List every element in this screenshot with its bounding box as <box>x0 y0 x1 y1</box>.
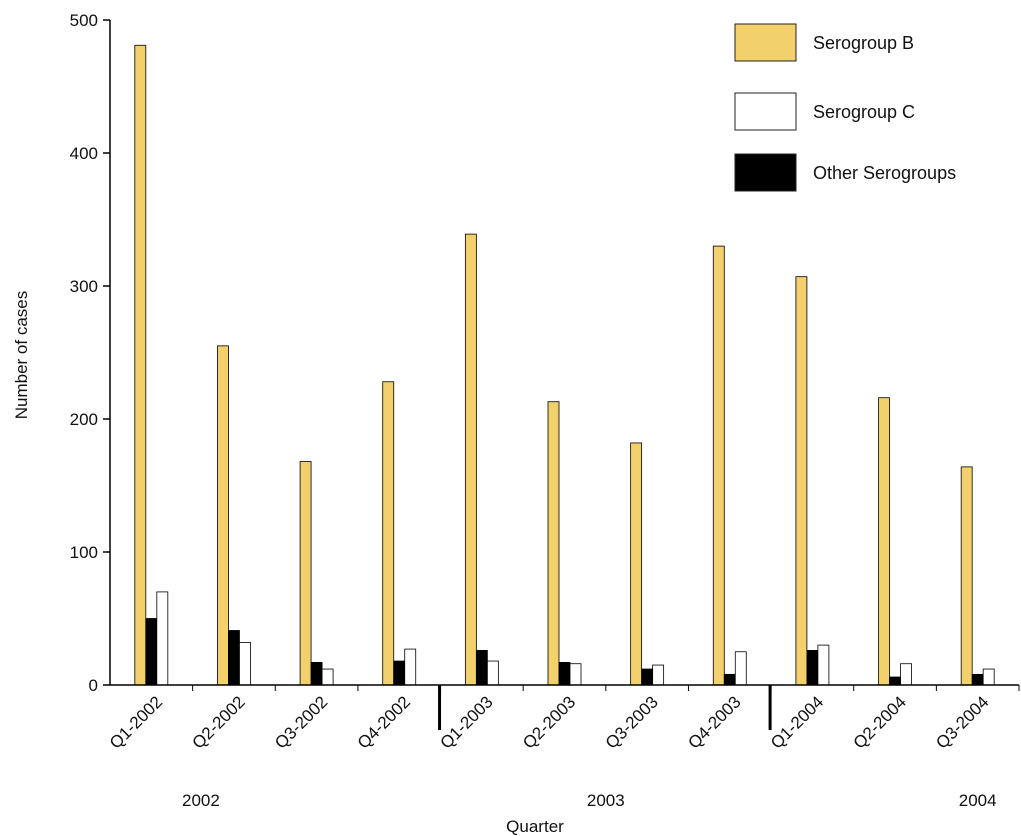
bar-serogroup-b-q1-2002 <box>134 44 147 686</box>
bar-other-serogroups-q3-2003 <box>641 668 654 686</box>
bar-serogroup-b-q1-2003 <box>464 233 477 686</box>
bar-serogroup-c-q3-2004 <box>982 668 995 686</box>
y-tick-label: 0 <box>89 676 98 695</box>
bar-serogroup-c-q4-2003 <box>734 651 747 686</box>
bar-other-serogroups-q2-2002 <box>228 630 240 686</box>
legend-swatch <box>734 153 797 192</box>
y-tick-label: 300 <box>70 277 98 296</box>
bar-serogroup-b-q3-2003 <box>630 442 643 686</box>
x-tick-label: Q1-2003 <box>436 692 496 752</box>
bar-serogroup-b-q2-2003 <box>547 401 560 686</box>
legend-swatch <box>734 92 797 131</box>
x-tick-label: Q2-2002 <box>189 692 249 752</box>
bar-serogroup-c-q3-2002 <box>321 668 334 686</box>
bar-other-serogroups-q4-2002 <box>393 660 406 686</box>
y-tick-label: 100 <box>70 543 98 562</box>
x-tick-label: Q1-2002 <box>106 692 166 752</box>
bar-serogroup-c-q1-2002 <box>156 591 169 686</box>
x-axis-title: Quarter <box>506 817 564 836</box>
y-tick-label: 200 <box>70 410 98 429</box>
x-tick-label: Q2-2003 <box>519 692 579 752</box>
x-tick-label: Q3-2004 <box>932 692 992 752</box>
bar-serogroup-c-q4-2002 <box>404 648 417 686</box>
bar-serogroup-b-q3-2004 <box>960 466 973 686</box>
year-label: 2003 <box>587 791 625 810</box>
x-ticks-group: Q1-2002 Q2-2002 Q3-2002 Q4-2002 Q1-2003 Q2-20… <box>106 685 1020 753</box>
year-label: 2004 <box>959 791 997 810</box>
bars-group <box>134 44 995 686</box>
x-tick-label: Q1-2004 <box>767 692 827 752</box>
bar-other-serogroups-q1-2002 <box>145 618 158 686</box>
x-tick-label: Q4-2003 <box>684 692 744 752</box>
legend-swatch <box>734 23 797 62</box>
axes-group <box>109 20 1019 686</box>
legend-label: Other Serogroups <box>813 163 956 183</box>
legend-label: Serogroup B <box>813 33 914 53</box>
bar-other-serogroups-q1-2003 <box>475 650 488 686</box>
bar-serogroup-c-q2-2004 <box>900 663 912 686</box>
bar-serogroup-b-q4-2003 <box>712 245 725 686</box>
y-ticks-group: 0 100 200 300 400 500 <box>70 11 110 695</box>
bar-other-serogroups-q3-2002 <box>310 661 323 686</box>
x-tick-label: Q4-2002 <box>354 692 414 752</box>
bar-serogroup-c-q3-2003 <box>652 664 665 686</box>
bar-serogroup-b-q4-2002 <box>382 381 395 686</box>
legend: Serogroup B Serogroup C Other Serogroups <box>734 23 956 192</box>
x-tick-label: Q2-2004 <box>850 692 910 752</box>
bar-serogroup-c-q2-2002 <box>239 642 251 686</box>
x-tick-label: Q3-2002 <box>271 692 331 752</box>
year-labels-group: 2002 2003 2004 <box>182 685 997 810</box>
bar-serogroup-b-q1-2004 <box>795 276 808 686</box>
bar-serogroup-b-q2-2004 <box>878 397 890 686</box>
bar-other-serogroups-q2-2004 <box>889 676 901 686</box>
bar-serogroup-c-q2-2003 <box>569 663 582 686</box>
legend-label: Serogroup C <box>813 102 915 122</box>
year-label: 2002 <box>182 791 220 810</box>
y-tick-label: 500 <box>70 11 98 30</box>
bar-serogroup-c-q1-2004 <box>817 644 830 686</box>
bar-serogroup-b-q2-2002 <box>217 345 229 686</box>
bar-other-serogroups-q2-2003 <box>558 661 571 686</box>
bar-other-serogroups-q1-2004 <box>806 650 819 686</box>
bar-serogroup-b-q3-2002 <box>299 461 312 686</box>
bar-other-serogroups-q4-2003 <box>723 673 736 686</box>
bar-other-serogroups-q3-2004 <box>971 673 984 686</box>
bar-serogroup-c-q1-2003 <box>486 660 499 686</box>
y-tick-label: 400 <box>70 144 98 163</box>
y-axis-title: Number of cases <box>12 291 31 420</box>
x-tick-label: Q3-2003 <box>602 692 662 752</box>
